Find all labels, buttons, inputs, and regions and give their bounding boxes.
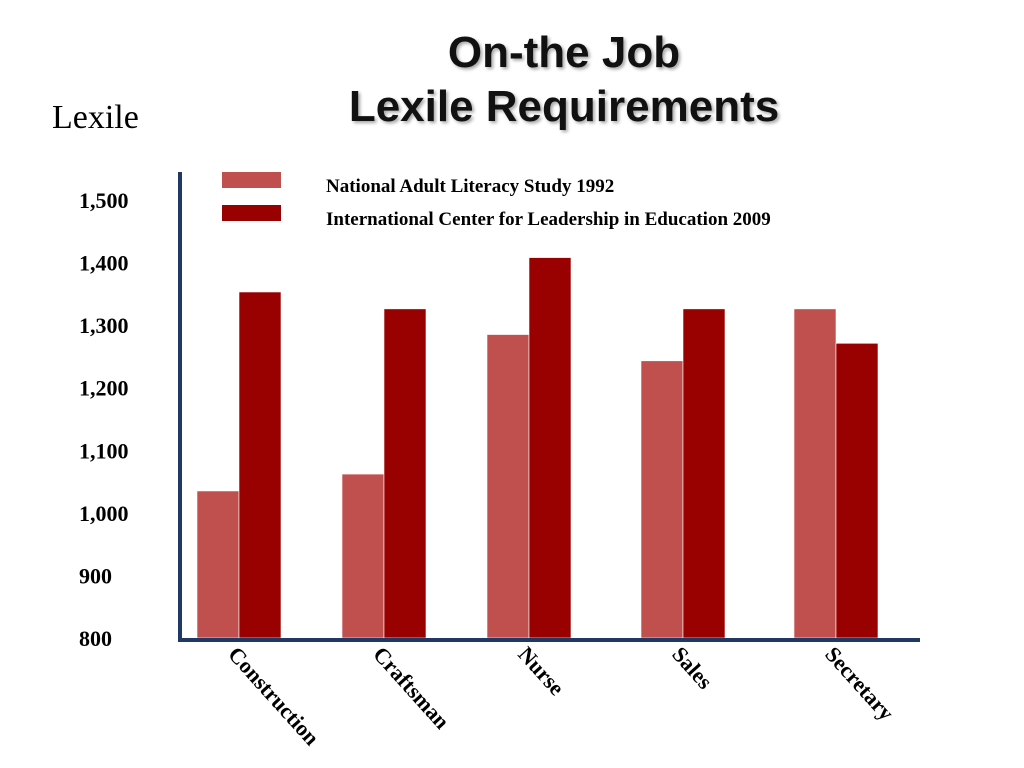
bar-secretary-series-2 bbox=[835, 342, 879, 639]
y-tick-label: 900 bbox=[79, 563, 112, 588]
category-labels: Construction Craftsman Nurse Sales Secretary bbox=[223, 642, 899, 750]
category-label-nurse: Nurse bbox=[513, 642, 569, 701]
chart-title-line-2: Lexile Requirements bbox=[348, 82, 780, 131]
legend-label-2: International Center for Leadership in E… bbox=[326, 209, 771, 230]
axes-group bbox=[178, 172, 920, 642]
y-tick-labels: 800 900 1,000 1,100 1,200 1,300 1,400 1,500 bbox=[79, 188, 129, 651]
y-tick-label: 1,000 bbox=[79, 501, 129, 526]
bar-craftsman-series-2 bbox=[383, 308, 427, 639]
bar-construction-series-1 bbox=[196, 490, 240, 639]
chart-title: On-the Job Lexile Requirements bbox=[0, 26, 1024, 134]
y-tick-label: 1,300 bbox=[79, 313, 129, 338]
legend-swatch-2 bbox=[222, 205, 281, 221]
y-tick-label: 800 bbox=[79, 626, 112, 651]
y-tick-label: 1,100 bbox=[79, 438, 129, 463]
bars-group bbox=[196, 257, 879, 639]
bar-construction-series-2 bbox=[238, 291, 282, 639]
category-label-construction: Construction bbox=[223, 642, 324, 750]
legend-label-1: National Adult Literacy Study 1992 bbox=[326, 176, 614, 197]
legend-swatch-1 bbox=[222, 172, 281, 188]
y-tick-label: 1,500 bbox=[79, 188, 129, 213]
bar-sales-series-1 bbox=[640, 360, 684, 639]
bar-secretary-series-1 bbox=[793, 308, 837, 639]
bar-sales-series-2 bbox=[682, 308, 726, 639]
category-label-sales: Sales bbox=[667, 642, 718, 694]
category-label-craftsman: Craftsman bbox=[368, 642, 454, 734]
bar-nurse-series-2 bbox=[528, 257, 572, 639]
y-tick-label: 1,200 bbox=[79, 376, 129, 401]
category-label-secretary: Secretary bbox=[820, 642, 899, 726]
bar-nurse-series-1 bbox=[486, 334, 530, 639]
y-tick-label: 1,400 bbox=[79, 251, 129, 276]
bar-craftsman-series-1 bbox=[341, 473, 385, 639]
chart-title-line-1: On-the Job bbox=[447, 28, 681, 77]
legend: National Adult Literacy Study 1992 Intern… bbox=[222, 172, 771, 230]
y-axis-label: Lexile bbox=[52, 99, 139, 136]
